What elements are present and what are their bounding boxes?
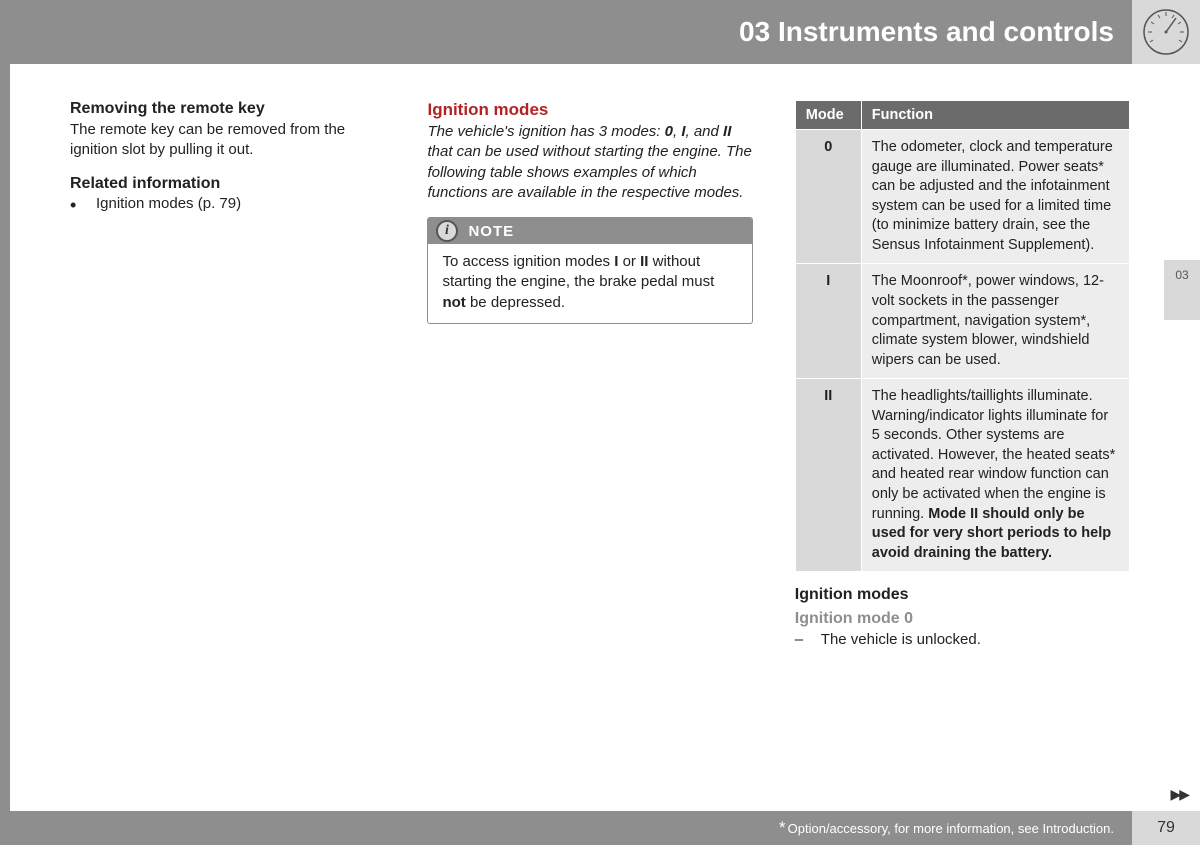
th-mode: Mode bbox=[795, 101, 861, 130]
func-cell-0: The odometer, clock and temperature gaug… bbox=[861, 130, 1129, 264]
intro-pre: The vehicle's ignition has 3 modes: bbox=[427, 123, 664, 140]
heading-ignition-modes: Ignition modes bbox=[427, 100, 752, 120]
note-header: i NOTE bbox=[428, 218, 751, 244]
intro-mode-ii: II bbox=[723, 123, 731, 140]
chapter-title: 03 Instruments and controls bbox=[739, 16, 1114, 48]
column-3: Mode Function 0 The odometer, clock and … bbox=[795, 100, 1130, 648]
column-2: Ignition modes The vehicle's ignition ha… bbox=[427, 100, 752, 648]
func-cell-i: The Moonroof*, power windows, 12-volt so… bbox=[861, 264, 1129, 379]
note-mid: or bbox=[618, 253, 640, 270]
th-function: Function bbox=[861, 101, 1129, 130]
mode0-text: The vehicle is unlocked. bbox=[821, 631, 981, 648]
note-post2: be depressed. bbox=[466, 294, 565, 311]
footer-text: Option/accessory, for more information, … bbox=[788, 821, 1114, 836]
note-pre: To access ignition modes bbox=[442, 253, 614, 270]
func-cell-ii: The headlights/taillights illuminate. Wa… bbox=[861, 379, 1129, 572]
mode-cell-i: I bbox=[795, 264, 861, 379]
footer-asterisk: * bbox=[779, 818, 786, 838]
note-body: To access ignition modes I or II without… bbox=[428, 244, 751, 323]
info-icon: i bbox=[436, 220, 458, 242]
intro-sep2: , and bbox=[686, 123, 724, 140]
func-ii-pre: The headlights/taillights illuminate. Wa… bbox=[872, 388, 1115, 521]
page-number: 79 bbox=[1157, 819, 1175, 837]
note-label: NOTE bbox=[468, 223, 514, 240]
related-info-list: Ignition modes (p. 79) bbox=[70, 195, 385, 216]
side-tab: 03 bbox=[1164, 260, 1200, 320]
related-info-text: Ignition modes (p. 79) bbox=[96, 195, 376, 212]
note-not: not bbox=[442, 294, 465, 311]
intro-post: that can be used without starting the en… bbox=[427, 143, 751, 201]
table-row: II The headlights/taillights illuminate.… bbox=[795, 379, 1129, 572]
related-info-item: Ignition modes (p. 79) bbox=[70, 195, 385, 216]
table-row: 0 The odometer, clock and temperature ga… bbox=[795, 130, 1129, 264]
continue-arrows-icon: ▶▶ bbox=[1170, 786, 1188, 803]
gauge-icon bbox=[1142, 8, 1190, 56]
intro-mode-0: 0 bbox=[665, 123, 673, 140]
mode0-list: The vehicle is unlocked. bbox=[795, 631, 1130, 648]
note-box: i NOTE To access ignition modes I or II … bbox=[427, 217, 752, 324]
content-area: Removing the remote key The remote key c… bbox=[70, 100, 1130, 648]
gauge-icon-box bbox=[1132, 0, 1200, 64]
footer-bar: * Option/accessory, for more information… bbox=[10, 811, 1132, 845]
mode-cell-ii: II bbox=[795, 379, 861, 572]
header-bar: 03 Instruments and controls bbox=[10, 0, 1132, 64]
para-removing-key: The remote key can be removed from the i… bbox=[70, 120, 385, 161]
column-1: Removing the remote key The remote key c… bbox=[70, 100, 385, 648]
heading-related-info: Related information bbox=[70, 175, 385, 193]
mode-cell-0: 0 bbox=[795, 130, 861, 264]
mode0-item: The vehicle is unlocked. bbox=[795, 631, 1130, 648]
ignition-intro: The vehicle's ignition has 3 modes: 0, I… bbox=[427, 122, 752, 203]
heading-ignition-mode-0: Ignition mode 0 bbox=[795, 610, 1130, 628]
page-number-box: 79 bbox=[1132, 811, 1200, 845]
table-header-row: Mode Function bbox=[795, 101, 1129, 130]
left-margin-bar bbox=[0, 0, 10, 845]
side-tab-label: 03 bbox=[1175, 268, 1188, 282]
table-row: I The Moonroof*, power windows, 12-volt … bbox=[795, 264, 1129, 379]
heading-removing-key: Removing the remote key bbox=[70, 100, 385, 118]
heading-ignition-modes-2: Ignition modes bbox=[795, 586, 1130, 604]
modes-table: Mode Function 0 The odometer, clock and … bbox=[795, 100, 1130, 572]
